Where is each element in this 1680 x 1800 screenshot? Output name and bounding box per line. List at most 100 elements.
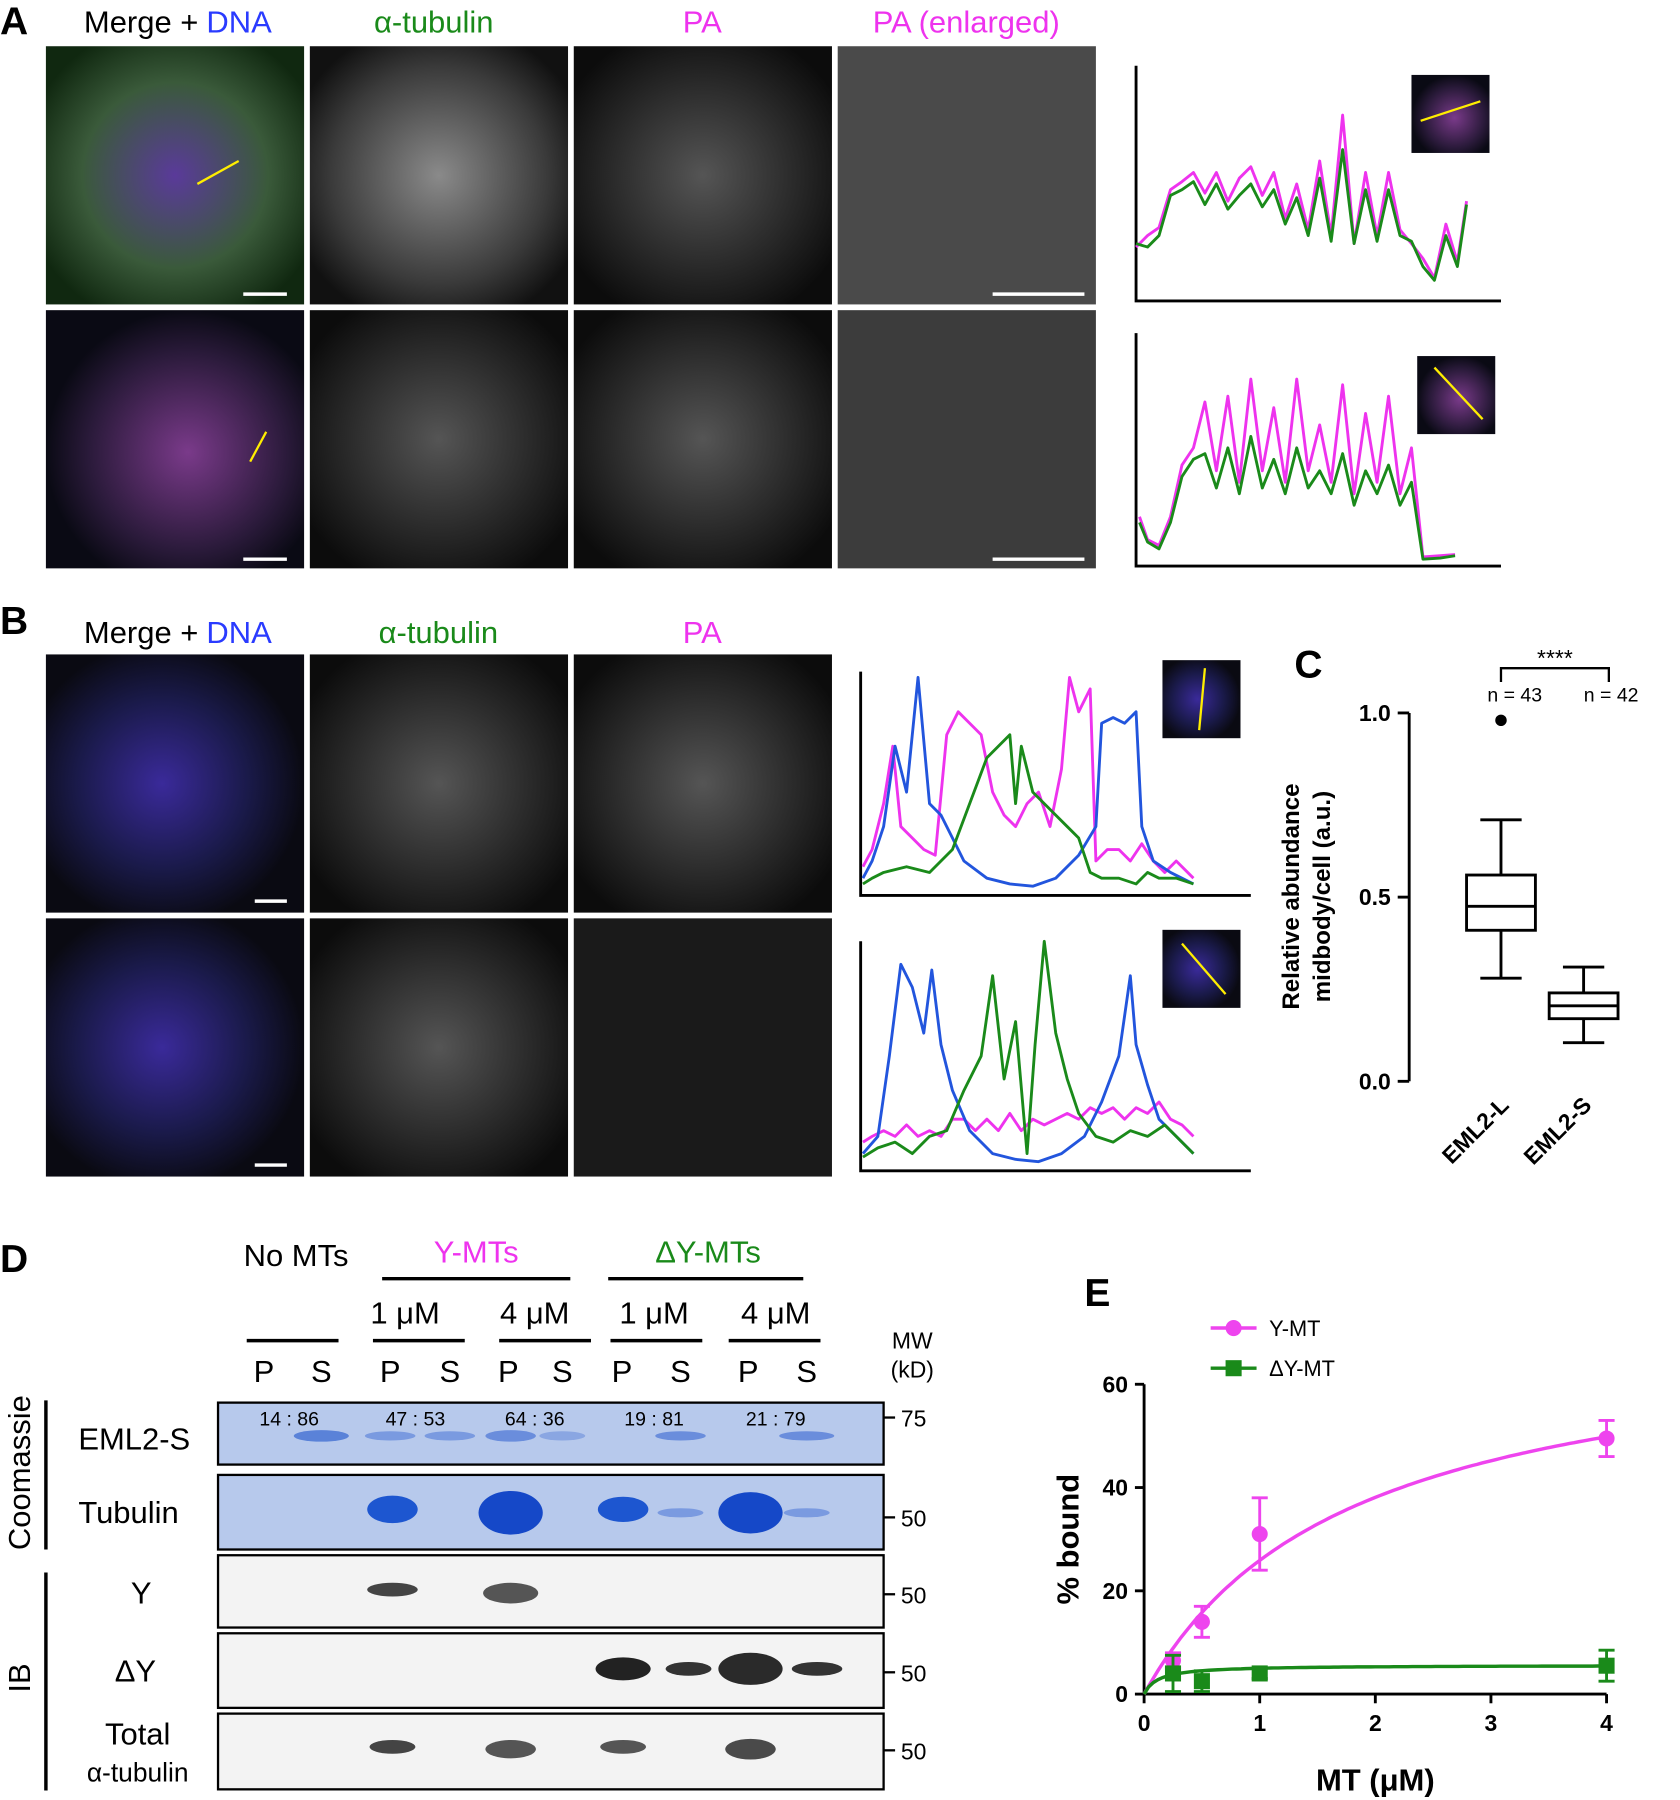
profile-line (1135, 148, 1468, 282)
panel-label: E (1084, 1272, 1110, 1315)
profiles-a (1134, 65, 1501, 568)
x-tick-label: EML2-S (1518, 1092, 1596, 1170)
column-header: PA (683, 4, 722, 39)
profile-line (862, 939, 1195, 1159)
column-header: PA (683, 615, 722, 650)
column-header: PA (enlarged) (873, 4, 1060, 39)
ratio-label: 47 : 53 (386, 1409, 446, 1431)
x-tick-label: 3 (1485, 1710, 1498, 1736)
fraction-label: S (670, 1354, 691, 1389)
band (665, 1661, 712, 1676)
group-label: No MTs (244, 1238, 349, 1273)
band (478, 1490, 543, 1535)
band (367, 1495, 418, 1524)
x-tick-label: 2 (1369, 1710, 1382, 1736)
band (783, 1508, 830, 1518)
profile-line (861, 675, 1195, 888)
micrograph (45, 46, 305, 305)
marker (1164, 1665, 1182, 1682)
significance: **** (1537, 645, 1573, 671)
n-label: n = 42 (1584, 684, 1639, 706)
marker (1251, 1665, 1268, 1682)
profile-line (1138, 434, 1456, 561)
fraction-label: P (612, 1354, 633, 1389)
mw-label: 50 (901, 1582, 927, 1608)
y-tick-label: 0.0 (1359, 1068, 1391, 1094)
mw-header: MW (892, 1328, 933, 1354)
y-tick-label: 1.0 (1359, 700, 1391, 726)
row-label: Total (105, 1717, 170, 1752)
band (595, 1657, 651, 1681)
mw-label: 50 (901, 1739, 927, 1765)
profiles-b (859, 660, 1251, 1173)
header-text: DNA (206, 4, 272, 39)
micrograph (309, 310, 569, 569)
row-label: α-tubulin (87, 1757, 189, 1787)
x-axis-label: MT (μM) (1316, 1762, 1435, 1797)
section-label: Coomassie (2, 1395, 37, 1550)
micrograph (309, 918, 569, 1177)
conc-label: 1 μM (370, 1295, 439, 1330)
micrograph (309, 654, 569, 913)
axes (1142, 1384, 1607, 1696)
header-text: DNA (206, 615, 272, 650)
micrograph (573, 310, 832, 569)
profile-line (862, 733, 1194, 886)
panel-label: A (0, 1, 28, 44)
fraction-label: S (796, 1354, 817, 1389)
row-label: ΔY (115, 1653, 156, 1688)
band (600, 1740, 647, 1754)
fit-curve (1142, 1435, 1607, 1695)
ratio-label: 14 : 86 (259, 1409, 319, 1431)
band (539, 1431, 586, 1441)
band (485, 1740, 536, 1759)
row-label: Y (131, 1575, 152, 1610)
band (655, 1431, 706, 1441)
y-tick-label: 0 (1115, 1681, 1128, 1707)
mw-header: (kD) (891, 1356, 934, 1382)
line-scan (249, 431, 268, 463)
band (367, 1582, 418, 1597)
x-tick-label: 0 (1138, 1710, 1151, 1736)
micrograph (837, 46, 1096, 305)
micrograph (45, 310, 305, 569)
ratio-label: 64 : 36 (505, 1409, 565, 1431)
band (369, 1740, 416, 1754)
legend-label: ΔY-MT (1269, 1356, 1335, 1381)
profile-line (861, 962, 1195, 1164)
mw-label: 50 (901, 1506, 927, 1532)
micrographs-b (45, 654, 832, 1177)
inset (1417, 356, 1496, 435)
fraction-label: P (380, 1354, 401, 1389)
section-label: IB (2, 1663, 37, 1692)
band (779, 1431, 835, 1441)
micrograph (837, 310, 1096, 569)
marker (1598, 1430, 1615, 1447)
outlier (1495, 714, 1507, 727)
profile-line (861, 675, 1195, 880)
y-axis-label: % bound (1051, 1474, 1086, 1605)
gel-strip (216, 1473, 885, 1551)
line-scan (1198, 668, 1207, 731)
ratio-label: 21 : 79 (746, 1409, 806, 1431)
fraction-label: S (552, 1354, 573, 1389)
mw-label: 50 (901, 1660, 927, 1686)
mw-label: 75 (901, 1406, 927, 1432)
legend-marker (1225, 1320, 1242, 1337)
profile-axes (859, 941, 1251, 1173)
line-scan (1181, 942, 1227, 995)
gel-panel: No MTs Y-MTs ΔY-MTs 1 μM 4 μM 1 μM 4 μM … (2, 1235, 934, 1791)
group-label: Y-MTs (434, 1235, 519, 1270)
marker (1251, 1525, 1268, 1543)
n-label: n = 43 (1487, 684, 1542, 706)
y-tick-label: 60 (1103, 1371, 1129, 1397)
x-tick-label: 4 (1600, 1710, 1613, 1736)
y-tick-label: 0.5 (1359, 884, 1391, 910)
column-header: Merge + DNA (84, 615, 272, 650)
micrograph (309, 46, 569, 305)
gel-strip (216, 1712, 885, 1791)
column-header: α-tubulin (374, 4, 493, 39)
micrographs-a (45, 46, 1096, 569)
